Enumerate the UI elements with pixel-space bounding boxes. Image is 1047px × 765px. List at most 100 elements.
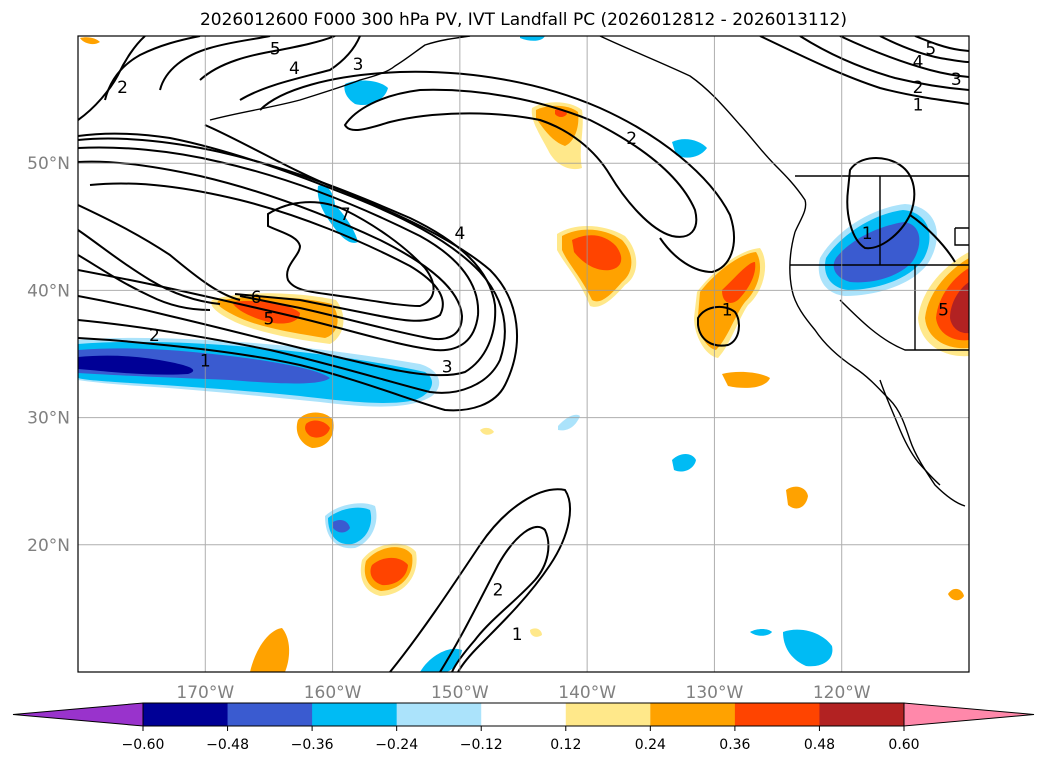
pv-contour-topright-1 — [759, 36, 969, 105]
blob-neg-1 — [317, 185, 358, 243]
nep-pos-red — [572, 235, 622, 271]
blob-pos-2 — [250, 628, 290, 672]
lon-tick-labels: 170°W 160°W 150°W 140°W 130°W 120°W — [176, 683, 870, 703]
blob-neg-4 — [672, 454, 696, 472]
pv-contour-label: 5 — [938, 300, 949, 320]
pv-contour-topleft-3 — [199, 36, 336, 81]
ca-pos-red — [722, 262, 756, 303]
pv-contour-topright-4 — [879, 36, 969, 63]
blob-pos-1-red — [305, 420, 330, 438]
pv-contour-label: 2 — [626, 129, 637, 149]
pv-contour-label: 1 — [913, 96, 924, 116]
neg-band-medblue — [78, 348, 330, 384]
blob-pos-7 — [948, 588, 964, 601]
lon-tick-label: 160°W — [304, 683, 362, 703]
pv-contour-label: 4 — [289, 59, 300, 79]
blob-pos-5 — [480, 427, 494, 435]
pv-contour-left-lobe-3 — [78, 254, 211, 311]
colorbar-segment — [565, 703, 651, 726]
blob-neg-8 — [558, 414, 580, 431]
neg-band-navy — [78, 355, 194, 375]
pv-contour-label: 3 — [951, 70, 962, 90]
hi-pos-red — [370, 557, 408, 586]
colorbar-tick-label: −0.24 — [375, 737, 418, 753]
pv-contour-ridge-6 — [89, 182, 444, 322]
map-frame — [77, 35, 970, 673]
lon-tick-label: 140°W — [558, 683, 616, 703]
lat-tick-label: 40°N — [27, 281, 70, 301]
pv-contour-ridge-3 — [78, 137, 497, 377]
colorbar-segment — [312, 703, 398, 726]
goa-pos-orange — [536, 105, 579, 146]
blob-neg-5 — [783, 629, 833, 667]
pv-contour-label: 2 — [913, 78, 924, 98]
colorbar-tick-label: −0.60 — [122, 737, 165, 753]
pv-contour-label: 1 — [862, 224, 873, 244]
pv-contour-topleft-4 — [239, 36, 361, 101]
colorbar-segment — [650, 703, 736, 726]
pv-contour-ridge-4 — [78, 146, 480, 352]
colorbar-tick-label: −0.48 — [206, 737, 249, 753]
hi-neg-medblue — [333, 520, 350, 533]
pv-contour-trough-2 — [343, 88, 698, 238]
lon-tick-label: 170°W — [176, 683, 234, 703]
pv-contour-topleft-1 — [104, 36, 201, 101]
blob-pos-6 — [530, 628, 542, 637]
blob-pos-4 — [786, 486, 808, 509]
blob-neg-3 — [672, 139, 707, 158]
colorbar-tick-label: −0.12 — [460, 737, 503, 753]
baja-coast — [879, 379, 941, 486]
pv-contour-gb-2 — [909, 214, 956, 263]
colorbar-tick-label: 0.36 — [719, 737, 750, 753]
pv-contour-inner — [267, 201, 435, 308]
alaska-panhandle — [599, 36, 807, 233]
blob-pos-3 — [722, 371, 770, 388]
colorbar-segment — [819, 703, 905, 726]
pv-contour-label: 1 — [722, 300, 733, 320]
us-west-coast — [789, 231, 966, 507]
colorbar-segment — [227, 703, 313, 726]
pv-contour-label: 6 — [251, 288, 262, 308]
coastlines — [209, 36, 969, 507]
blob-neg-9 — [520, 36, 545, 41]
pv-contour-label: 4 — [913, 52, 924, 72]
lon-tick-label: 130°W — [686, 683, 744, 703]
swus-pos-darkred — [950, 282, 969, 334]
pv-contour-topright-2 — [799, 36, 969, 91]
gridlines — [78, 36, 969, 672]
pv-contour-label: 1 — [512, 625, 523, 645]
alaska-coast — [209, 36, 471, 121]
pv-contour-topright-5 — [914, 36, 969, 52]
anomaly-shading — [78, 36, 969, 672]
state-border-5 — [954, 227, 969, 246]
pv-contour-label: 2 — [117, 78, 128, 98]
pv-contour-label: 5 — [925, 40, 936, 60]
pv-contours — [78, 36, 969, 672]
colorbar-segment — [734, 703, 820, 726]
pv-contour-label: 4 — [454, 224, 465, 244]
pv-contour-label: 2 — [493, 580, 504, 600]
colorbar-frame — [142, 702, 905, 727]
colorbar-segment — [481, 703, 567, 726]
pv-contour-topleft-2 — [159, 36, 271, 91]
lon-tick-label: 120°W — [813, 683, 871, 703]
lat-tick-label: 50°N — [27, 154, 70, 174]
hi-neg-cyan — [328, 507, 372, 545]
pv-contour-label: 5 — [270, 40, 281, 60]
colorbar-segment — [143, 703, 229, 726]
state-border-4 — [839, 299, 969, 351]
colorbar: −0.60 −0.48 −0.36 −0.24 −0.12 0.12 0.24 0.36 0.4… — [12, 702, 1035, 753]
lon-tick-label: 150°W — [431, 683, 489, 703]
pv-contour-label: 2 — [149, 326, 160, 346]
pv-contour-label: 7 — [340, 205, 351, 225]
pv-contour-topright-3 — [839, 36, 969, 78]
blob-neg-2 — [344, 80, 388, 106]
lat-tick-label: 20°N — [27, 536, 70, 556]
colorbar-tick-label: −0.36 — [291, 737, 334, 753]
colorbar-tick-label: 0.24 — [635, 737, 666, 753]
pv-contour-ridge-2 — [78, 132, 506, 394]
colorbar-segment — [396, 703, 482, 726]
pv-contour-label: 5 — [264, 309, 275, 329]
